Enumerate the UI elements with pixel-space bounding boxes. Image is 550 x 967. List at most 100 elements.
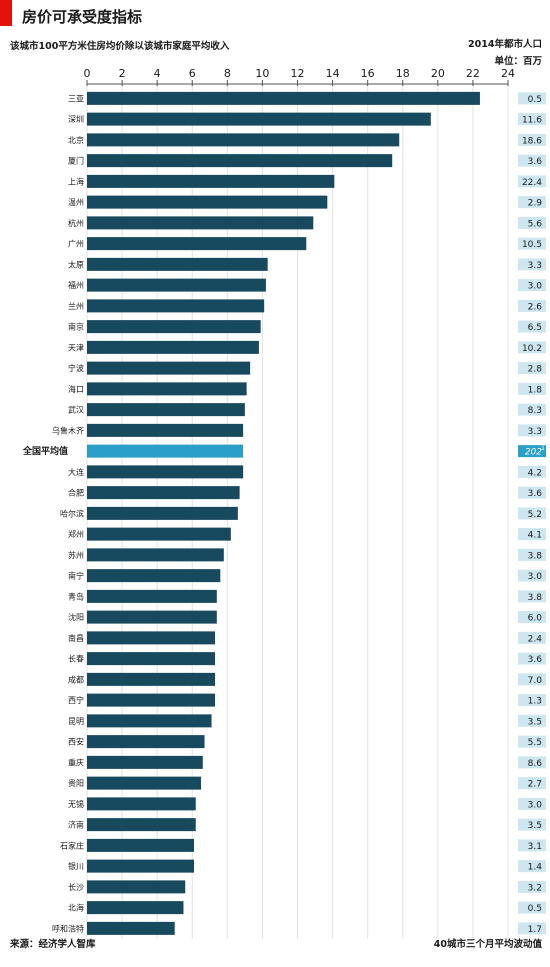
population-box xyxy=(518,92,546,105)
population-value: 5.2 xyxy=(528,510,542,520)
population-value: 18.6 xyxy=(522,136,542,146)
population-box xyxy=(518,403,546,416)
population-value: 0.5 xyxy=(528,95,542,105)
category-label: 深圳 xyxy=(68,114,84,124)
category-label: 大连 xyxy=(68,467,84,477)
category-label: 长沙 xyxy=(68,882,84,892)
population-value: 3.6 xyxy=(528,157,543,167)
population-box xyxy=(518,299,546,312)
bar xyxy=(87,776,202,790)
x-tick-label: 10 xyxy=(255,67,269,80)
population-value: 3.5 xyxy=(528,717,542,727)
population-value: 3.2 xyxy=(528,883,542,893)
population-box xyxy=(518,631,546,644)
category-label: 宁波 xyxy=(68,363,84,373)
category-label: 南京 xyxy=(68,322,84,332)
bar xyxy=(87,714,212,728)
x-tick-label: 0 xyxy=(84,67,91,80)
population-value: 2.6 xyxy=(528,302,543,312)
bar xyxy=(87,195,328,209)
category-label: 武汉 xyxy=(68,405,84,415)
population-box xyxy=(518,382,546,395)
population-value: 1.7 xyxy=(528,925,542,935)
population-value: 2.8 xyxy=(528,365,543,375)
category-label: 广州 xyxy=(68,239,84,249)
x-tick-label: 6 xyxy=(189,67,196,80)
category-label: 兰州 xyxy=(68,301,84,311)
population-value: 4.1 xyxy=(528,531,542,541)
bar xyxy=(87,755,203,769)
bar xyxy=(87,423,244,437)
category-label: 青岛 xyxy=(68,591,84,601)
population-box xyxy=(518,258,546,271)
category-label: 天津 xyxy=(68,342,84,352)
population-value: 3.8 xyxy=(528,551,543,561)
population-value: 22.4 xyxy=(522,178,542,188)
population-box xyxy=(518,735,546,748)
population-value: 2.4 xyxy=(528,634,543,644)
category-label: 福州 xyxy=(68,281,84,290)
population-box xyxy=(518,860,546,873)
population-value: 0.5 xyxy=(528,904,542,914)
population-box xyxy=(518,528,546,541)
population-value: 1.8 xyxy=(528,385,543,395)
population-box xyxy=(518,113,546,126)
bar xyxy=(87,921,175,935)
population-value: 1.4 xyxy=(528,863,543,873)
category-label: 杭州 xyxy=(68,218,84,228)
bar xyxy=(87,465,244,479)
bar xyxy=(87,112,431,126)
category-label: 郑州 xyxy=(68,529,84,539)
bar xyxy=(87,299,265,313)
population-box xyxy=(518,901,546,914)
population-box xyxy=(518,216,546,229)
bar xyxy=(87,548,224,562)
population-value: 3.0 xyxy=(528,282,543,292)
category-label: 北京 xyxy=(68,135,84,145)
population-box xyxy=(518,465,546,478)
category-label: 昆明 xyxy=(68,717,84,726)
bar xyxy=(87,901,184,915)
category-label: 长春 xyxy=(68,654,84,664)
x-tick-label: 22 xyxy=(466,67,480,80)
bar xyxy=(87,672,216,686)
population-box xyxy=(518,673,546,686)
category-label: 海口 xyxy=(68,384,84,394)
population-value: 6.5 xyxy=(528,323,542,333)
population-box xyxy=(518,154,546,167)
bar xyxy=(87,486,240,500)
population-value: 6.0 xyxy=(528,614,543,624)
population-value: 1.3 xyxy=(528,697,542,707)
population-value: 3.3 xyxy=(528,261,542,271)
category-label: 合肥 xyxy=(68,488,84,498)
population-value: 2.7 xyxy=(528,780,542,790)
x-tick-label: 2 xyxy=(119,67,126,80)
population-box xyxy=(518,133,546,146)
population-box xyxy=(518,694,546,707)
population-box xyxy=(518,341,546,354)
bar xyxy=(87,735,205,749)
population-header: 2014年都市人口 单位：百万 xyxy=(468,36,542,70)
x-tick-label: 18 xyxy=(396,67,410,80)
bar xyxy=(87,257,268,271)
population-box xyxy=(518,777,546,790)
population-value: 7.0 xyxy=(528,676,543,686)
category-label: 成都 xyxy=(68,674,84,684)
category-label: 银川 xyxy=(68,861,84,871)
population-box xyxy=(518,362,546,375)
population-value: 3.6 xyxy=(528,489,543,499)
chart-title: 房价可承受度指标 xyxy=(22,8,143,26)
bar xyxy=(87,589,217,603)
population-box xyxy=(518,880,546,893)
population-box xyxy=(518,797,546,810)
population-value: 3.8 xyxy=(528,593,543,603)
category-label: 南昌 xyxy=(68,633,84,643)
bar xyxy=(87,859,195,873)
category-label: 苏州 xyxy=(68,550,84,560)
population-header-unit: 单位：百万 xyxy=(494,56,542,67)
category-label: 西安 xyxy=(68,737,84,747)
category-label: 南宁 xyxy=(68,571,84,581)
population-box xyxy=(518,175,546,188)
category-label: 济南 xyxy=(68,820,84,830)
category-label: 哈尔滨 xyxy=(60,508,84,518)
